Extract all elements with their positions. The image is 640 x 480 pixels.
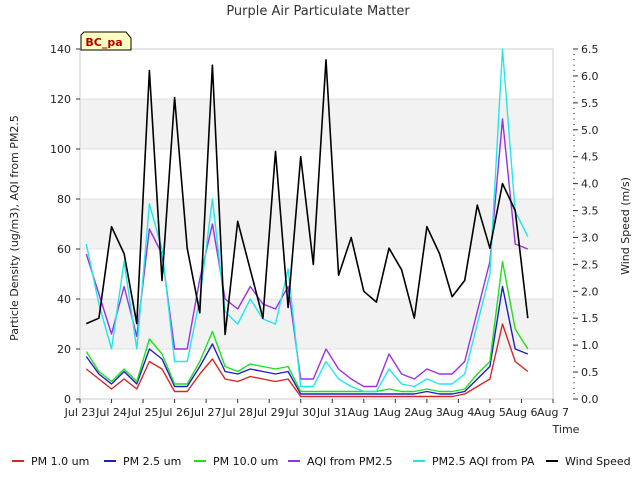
y2-tick-label-2: 1.0 bbox=[581, 339, 599, 352]
x-tick-label-1: Jul 24 bbox=[95, 406, 127, 419]
x-tick-label-9: Aug 1 bbox=[348, 406, 380, 419]
x-tick-label-13: Aug 5 bbox=[474, 406, 506, 419]
y2-tick-label-5: 2.5 bbox=[581, 258, 599, 271]
series-line-0 bbox=[85, 323, 529, 398]
y-axis-label: Particle Density (ug/m3), AQI from PM2.5 bbox=[8, 115, 21, 341]
series-line-1 bbox=[85, 285, 529, 395]
legend-label-0: PM 1.0 um bbox=[31, 455, 89, 468]
y2-tick-label-12: 6.0 bbox=[581, 70, 599, 83]
y2-tick-label-3: 1.5 bbox=[581, 312, 599, 325]
x-tick-label-11: Aug 3 bbox=[411, 406, 443, 419]
y2-tick-label-13: 6.5 bbox=[581, 43, 599, 56]
y-tick-label-7: 140 bbox=[50, 43, 71, 56]
y2-tick-label-11: 5.5 bbox=[581, 97, 599, 110]
x-tick-label-6: Jul 29 bbox=[253, 406, 285, 419]
y2-tick-label-7: 3.5 bbox=[581, 205, 599, 218]
series-layer bbox=[85, 48, 529, 398]
y2-tick-label-4: 2.0 bbox=[581, 285, 599, 298]
x-tick-label-15: Aug 7 bbox=[537, 406, 569, 419]
y2-tick-label-6: 3.0 bbox=[581, 231, 599, 244]
y2-tick-label-1: 0.5 bbox=[581, 366, 599, 379]
x-tick-label-8: Jul 31 bbox=[316, 406, 348, 419]
y-tick-label-2: 40 bbox=[57, 293, 71, 306]
y-axis-left: 0 20 40 60 80 100 120 140 bbox=[50, 43, 80, 406]
y-axis-right-label: Wind Speed (m/s) bbox=[619, 177, 632, 275]
legend-label-4: PM2.5 AQI from PA bbox=[432, 455, 535, 468]
x-tick-label-12: Aug 4 bbox=[442, 406, 474, 419]
x-tick-label-4: Jul 27 bbox=[190, 406, 222, 419]
y2-tick-label-8: 4.0 bbox=[581, 178, 599, 191]
x-tick-label-0: Jul 23 bbox=[64, 406, 96, 419]
site-badge-shape bbox=[80, 31, 132, 51]
y-tick-label-0: 0 bbox=[64, 393, 71, 406]
site-badge-label: BC_pa bbox=[85, 36, 122, 49]
y2-tick-label-10: 5.0 bbox=[581, 124, 599, 137]
legend: PM 1.0 um PM 2.5 um PM 10.0 um AQI from PM2… bbox=[12, 455, 631, 468]
y2-tick-label-0: 0.0 bbox=[581, 393, 599, 406]
y-tick-label-6: 120 bbox=[50, 93, 71, 106]
series-line-5 bbox=[85, 58, 529, 336]
y-axis-right: 0.0 0.5 1.0 1.5 2.0 2.5 3.0 3.5 4.0 4.5 5.0 5.5 6.0 6… bbox=[573, 43, 599, 406]
site-badge: BC_pa bbox=[80, 31, 132, 51]
y2-tick-label-9: 4.5 bbox=[581, 151, 599, 164]
x-tick-label-10: Aug 2 bbox=[379, 406, 411, 419]
x-tick-label-7: Jul 30 bbox=[284, 406, 316, 419]
y-tick-label-3: 60 bbox=[57, 243, 71, 256]
x-tick-label-14: Aug 6 bbox=[505, 406, 537, 419]
chart-title: Purple Air Particulate Matter bbox=[226, 4, 410, 19]
legend-label-5: Wind Speed bbox=[565, 455, 631, 468]
series-line-2 bbox=[85, 260, 529, 393]
legend-label-2: PM 10.0 um bbox=[213, 455, 278, 468]
band-5 bbox=[80, 99, 553, 149]
y-tick-label-5: 100 bbox=[50, 143, 71, 156]
x-tick-label-2: Jul 25 bbox=[127, 406, 159, 419]
y-tick-label-4: 80 bbox=[57, 193, 71, 206]
legend-label-3: AQI from PM2.5 bbox=[307, 455, 392, 468]
legend-label-1: PM 2.5 um bbox=[123, 455, 181, 468]
x-axis: Jul 23 Jul 24 Jul 25 Jul 26 Jul 27 Jul 28 Jul … bbox=[64, 399, 569, 419]
plot-frame bbox=[79, 48, 554, 400]
x-tick-label-3: Jul 26 bbox=[158, 406, 190, 419]
y-tick-label-1: 20 bbox=[57, 343, 71, 356]
x-tick-label-5: Jul 28 bbox=[221, 406, 253, 419]
x-axis-label: Time bbox=[552, 423, 580, 436]
